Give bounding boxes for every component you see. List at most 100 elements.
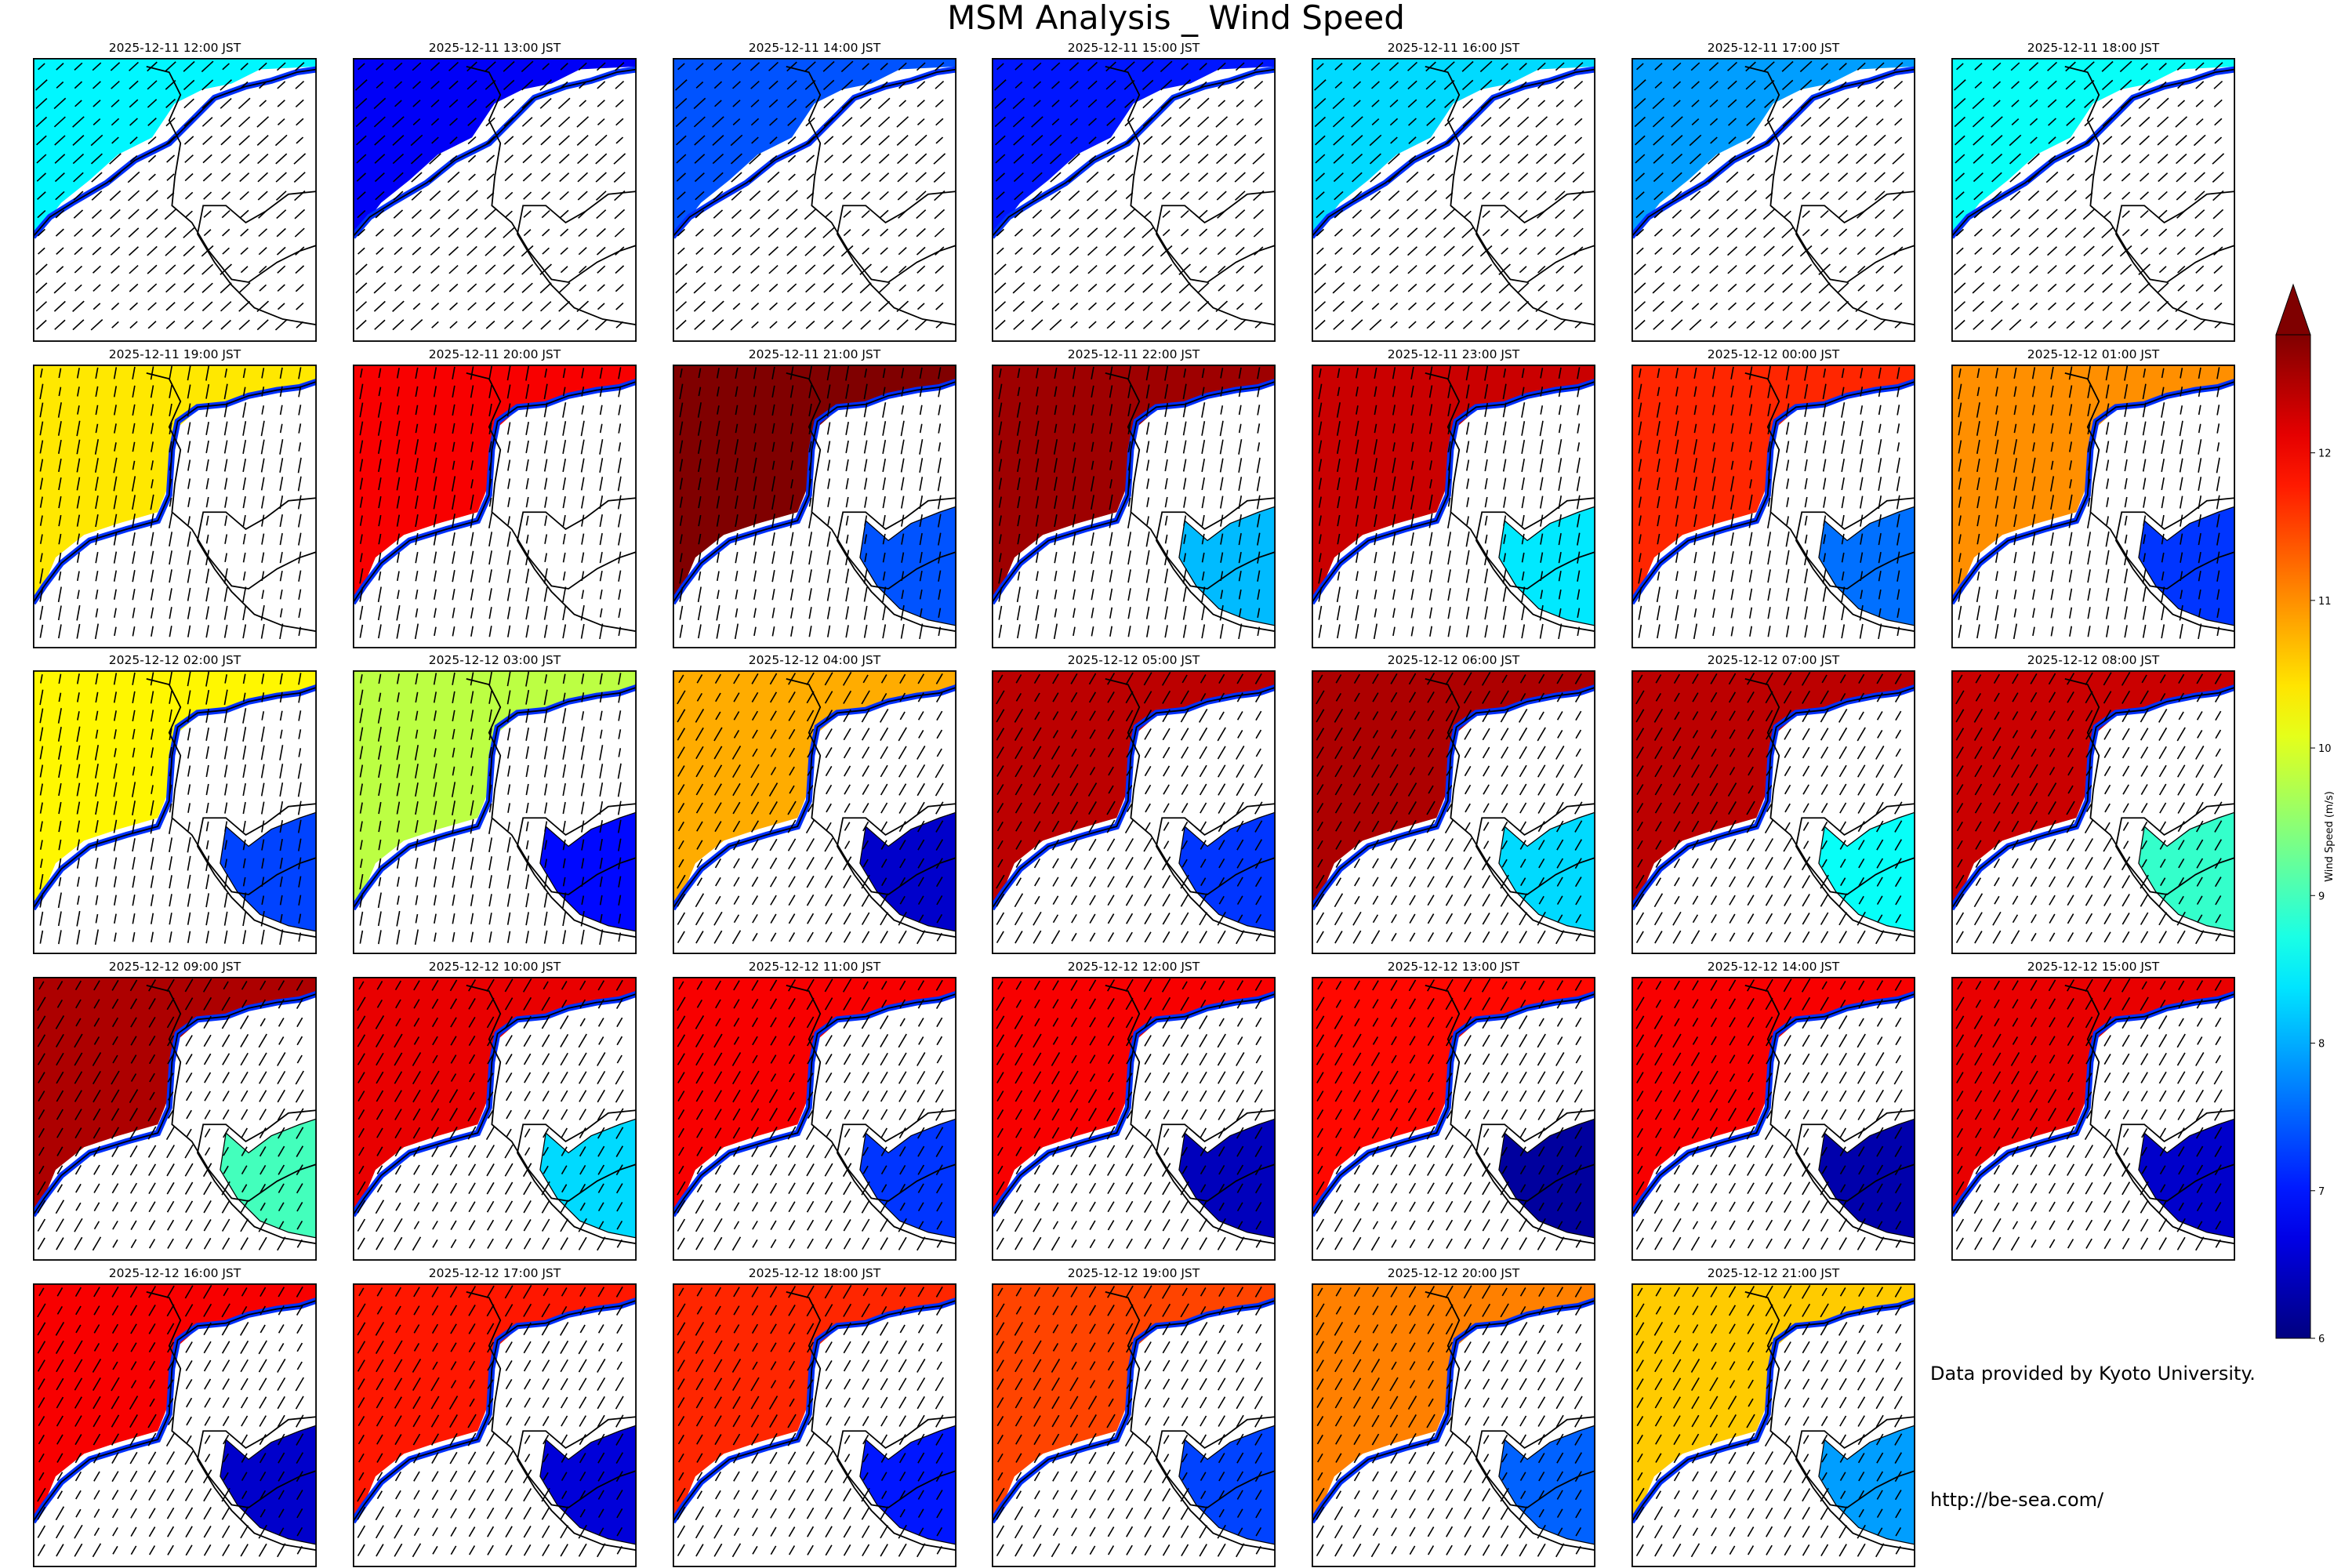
wind-vectors (1955, 978, 2223, 1251)
map-svg (1632, 977, 1915, 1261)
sea-wind-field (992, 977, 1276, 1210)
panel-title: 2025-12-11 21:00 JST (748, 347, 881, 361)
map-svg (1632, 365, 1915, 648)
panel-frame (1312, 365, 1595, 648)
sea-wind-field (1951, 977, 2235, 1210)
sea-wind-field (1951, 58, 2235, 234)
colorbar-extend-arrow (2275, 283, 2311, 336)
panel-title: 2025-12-12 12:00 JST (1067, 960, 1200, 974)
sea-wind-field (1312, 58, 1595, 234)
coastline (33, 68, 317, 238)
coastline (466, 677, 637, 895)
sea-wind-field (33, 58, 317, 234)
wind-vectors (1316, 671, 1583, 945)
sea-wind-field (353, 365, 637, 597)
bay-wind-field (2138, 1118, 2235, 1239)
coastline (146, 65, 317, 283)
panel-title: 2025-12-12 16:00 JST (108, 1266, 241, 1280)
coastline (466, 984, 637, 1202)
url-text[interactable]: http://be-sea.com/ (1930, 1489, 2104, 1511)
coastline (517, 803, 637, 938)
panel-title: 2025-12-12 21:00 JST (1707, 1266, 1840, 1280)
credit-text: Data provided by Kyoto University. (1930, 1363, 2256, 1385)
map-panel (33, 670, 317, 954)
coastline (517, 1109, 637, 1245)
panel-title: 2025-12-11 12:00 JST (108, 41, 241, 55)
sea-wind-field (673, 670, 956, 903)
coastline (837, 1109, 956, 1245)
panel-frame (1951, 365, 2235, 648)
panel-title: 2025-12-12 20:00 JST (1387, 1266, 1520, 1280)
colorbar-tick-label: 7 (2318, 1186, 2325, 1198)
sea-wind-field (992, 58, 1276, 234)
panel-frame (992, 1283, 1276, 1567)
sea-wind-field (1951, 365, 2235, 597)
panel-title: 2025-12-12 09:00 JST (108, 960, 241, 974)
bay-wind-field (1498, 506, 1595, 626)
panel-frame (1312, 977, 1595, 1261)
map-panel (1632, 58, 1915, 342)
wind-vectors (1958, 365, 2220, 640)
map-panel (1312, 58, 1595, 342)
map-svg (1312, 1283, 1595, 1567)
coastline (353, 993, 637, 1216)
panel-title: 2025-12-12 00:00 JST (1707, 347, 1840, 361)
panel-frame (1632, 977, 1915, 1261)
wind-vectors (1635, 1284, 1903, 1558)
panel-title: 2025-12-11 17:00 JST (1707, 41, 1840, 55)
panel-frame (673, 670, 956, 954)
panel-frame (33, 58, 317, 342)
map-svg (992, 1283, 1276, 1567)
coastline (33, 1299, 317, 1523)
wind-vectors (359, 365, 622, 640)
sea-wind-field (992, 365, 1276, 597)
map-svg (673, 670, 956, 954)
coastline (1475, 1109, 1595, 1245)
panel-title: 2025-12-12 10:00 JST (428, 960, 561, 974)
panel-title: 2025-12-12 08:00 JST (2027, 653, 2160, 667)
colorbar-gradient (2275, 334, 2311, 1339)
wind-vectors (994, 60, 1265, 331)
panel-title: 2025-12-11 15:00 JST (1067, 41, 1200, 55)
map-panel (992, 670, 1276, 954)
sea-wind-field (673, 1283, 956, 1516)
map-svg (673, 365, 956, 648)
coastline (2115, 191, 2235, 326)
bay-wind-field (2138, 506, 2235, 626)
coastline (1425, 677, 1595, 895)
coastline (146, 372, 317, 590)
sea-wind-field (33, 365, 317, 597)
sea-wind-field (992, 670, 1276, 903)
bay-wind-field (1818, 811, 1915, 932)
map-svg (1632, 670, 1915, 954)
map-svg (1312, 670, 1595, 954)
map-panel (1951, 977, 2235, 1261)
sea-wind-field (33, 1283, 317, 1516)
sea-wind-field (1312, 1283, 1595, 1516)
panel-title: 2025-12-12 06:00 JST (1387, 653, 1520, 667)
panel-title: 2025-12-12 05:00 JST (1067, 653, 1200, 667)
coastline (1105, 65, 1276, 283)
bay-wind-field (1178, 1425, 1276, 1545)
coastline (353, 68, 637, 238)
panel-title: 2025-12-12 02:00 JST (108, 653, 241, 667)
coastline (1312, 1299, 1595, 1523)
map-svg (1632, 58, 1915, 342)
map-svg (1312, 365, 1595, 648)
map-svg (33, 1283, 317, 1567)
panel-title: 2025-12-12 13:00 JST (1387, 960, 1520, 974)
coastline (992, 380, 1276, 604)
bay-wind-field (220, 811, 317, 932)
coastline (786, 1290, 956, 1508)
sea-wind-field (1312, 670, 1595, 903)
coastline (673, 993, 956, 1216)
coastline (1425, 1290, 1595, 1508)
map-panel (673, 670, 956, 954)
panel-frame (33, 977, 317, 1261)
map-svg (33, 977, 317, 1261)
bay-wind-field (1818, 506, 1915, 626)
coastline (33, 993, 317, 1216)
bay-wind-field (1178, 811, 1276, 932)
panel-title: 2025-12-12 15:00 JST (2027, 960, 2160, 974)
coastline (1744, 1290, 1915, 1508)
